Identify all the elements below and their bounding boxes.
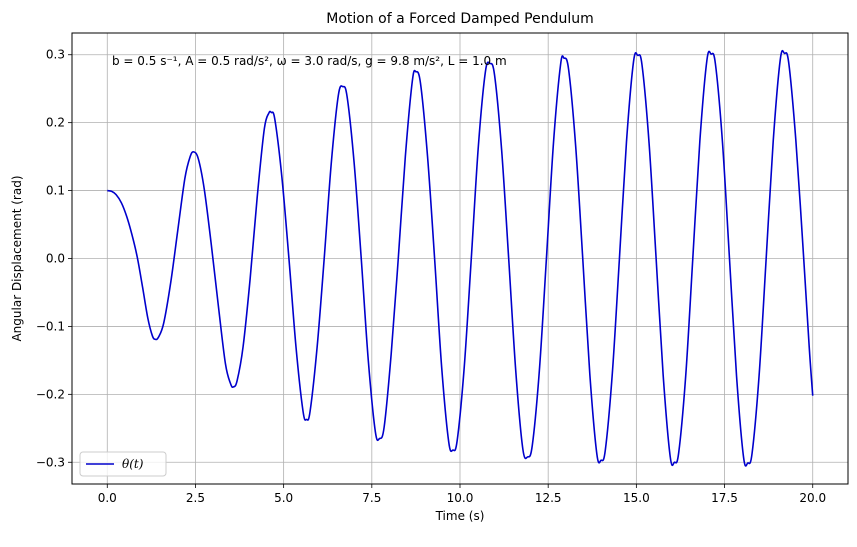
legend: θ(t) (79, 451, 167, 477)
x-tick-label: 20.0 (799, 491, 826, 505)
x-tick-label: 0.0 (98, 491, 117, 505)
y-tick-label: −0.2 (36, 387, 65, 401)
x-tick-label: 17.5 (711, 491, 738, 505)
legend-box (79, 451, 167, 477)
series-layer (107, 49, 814, 467)
y-axis-label: Angular Displacement (rad) (10, 175, 24, 341)
chart-title: Motion of a Forced Damped Pendulum (326, 11, 594, 27)
x-tick-label: 10.0 (447, 491, 474, 505)
y-tick-label: −0.3 (36, 455, 65, 469)
ticks: 0.0 2.5 5.0 7.5 10.0 12.5 15.0 17.5 20.0 −0.3 −0.2… (36, 48, 826, 505)
legend-label: θ(t) (122, 457, 144, 471)
x-tick-label: 7.5 (362, 491, 381, 505)
x-tick-label: 5.0 (274, 491, 293, 505)
series-line (107, 49, 814, 467)
y-tick-label: −0.1 (36, 319, 65, 333)
y-tick-label: 0.0 (46, 252, 65, 266)
x-tick-label: 15.0 (623, 491, 650, 505)
x-axis-label: Time (s) (435, 509, 485, 523)
y-tick-label: 0.1 (46, 184, 65, 198)
grid (72, 33, 848, 484)
x-tick-label: 2.5 (186, 491, 205, 505)
parameter-annotation: b = 0.5 s⁻¹, A = 0.5 rad/s², ω = 3.0 rad… (112, 54, 507, 68)
y-tick-label: 0.3 (46, 48, 65, 62)
y-tick-label: 0.2 (46, 116, 65, 130)
x-tick-label: 12.5 (535, 491, 562, 505)
